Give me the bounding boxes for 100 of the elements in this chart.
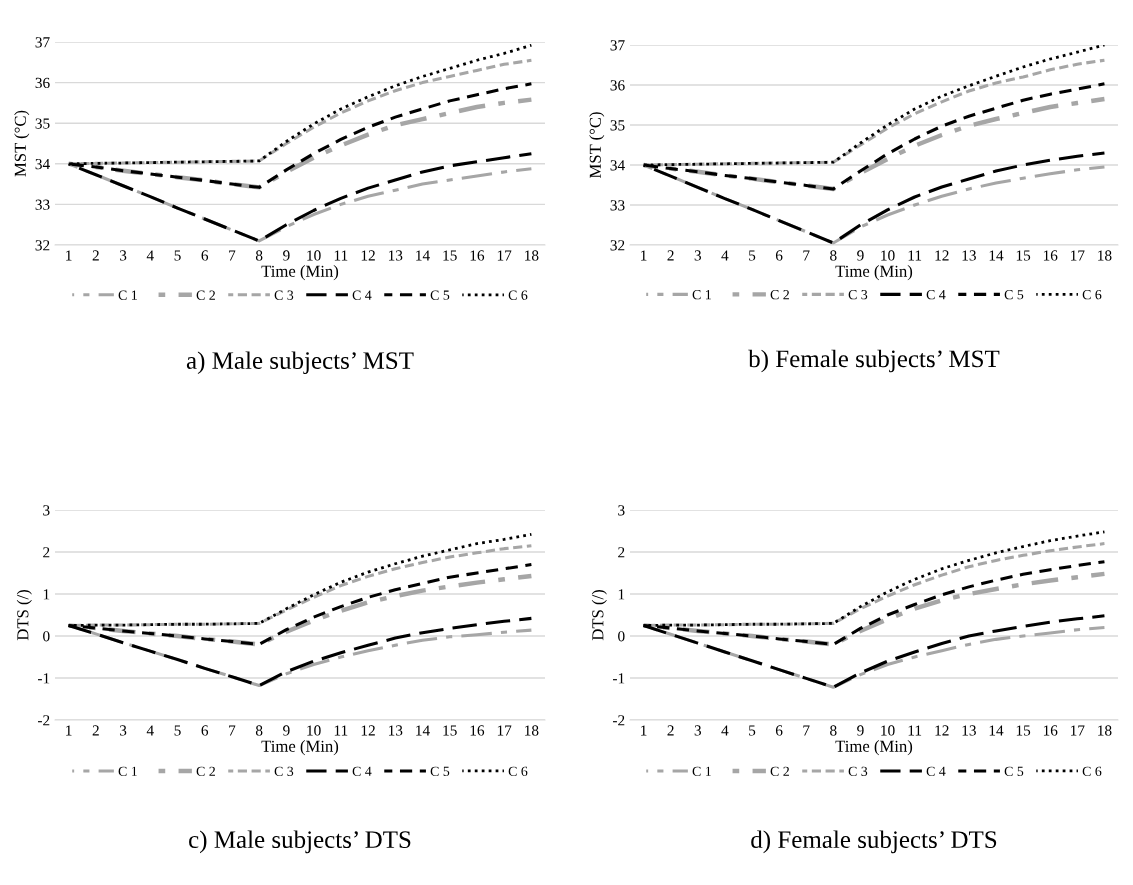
legend-label: C 1: [118, 766, 137, 776]
x-tick-label: 8: [255, 725, 263, 736]
y-tick-label: 3: [618, 505, 625, 516]
y-tick-label: 35: [35, 118, 50, 129]
x-axis-title: Time (Min): [835, 265, 913, 281]
x-tick-label: 15: [443, 250, 457, 261]
x-axis-title: Time (Min): [261, 265, 339, 281]
legend-label: C 2: [196, 290, 215, 300]
x-tick-label: 13: [962, 725, 976, 736]
y-tick-label: 1: [618, 589, 625, 600]
x-tick-label: 5: [174, 250, 181, 261]
x-tick-label: 10: [307, 725, 321, 736]
x-tick-label: 6: [775, 725, 783, 736]
x-tick-label: 4: [721, 250, 729, 261]
x-tick-label: 14: [416, 250, 430, 261]
y-tick-label: 35: [610, 120, 625, 131]
x-tick-label: 2: [92, 250, 99, 261]
y-tick-label: 36: [610, 80, 625, 91]
text: c) Male subjects’ DTS: [189, 830, 411, 854]
y-tick-label: 1: [43, 589, 50, 600]
legend-label: C 3: [848, 290, 868, 300]
x-tick-label: 7: [229, 250, 236, 261]
y-tick-label: -2: [612, 715, 625, 726]
y-tick-label: 32: [35, 240, 50, 251]
x-tick-label: 16: [470, 725, 485, 736]
y-tick-label: -1: [612, 673, 625, 684]
y-axis-title: MST (°C): [14, 110, 30, 177]
x-tick-label: 15: [1016, 250, 1031, 261]
x-tick-label: 1: [66, 250, 72, 261]
y-tick-label: -1: [37, 673, 50, 684]
text: b) Female subjects’ MST: [748, 349, 1000, 373]
x-tick-label: 7: [803, 725, 810, 736]
x-tick-label: 18: [525, 725, 539, 736]
y-axis-title: MST (°C): [589, 112, 605, 179]
x-tick-label: 6: [201, 725, 209, 736]
x-tick-label: 11: [908, 725, 922, 736]
x-tick-label: 18: [1098, 725, 1112, 736]
legend-label: C 6: [1082, 290, 1102, 300]
x-tick-label: 6: [201, 250, 209, 261]
legend-label: C 1: [692, 766, 711, 776]
x-tick-label: 15: [1016, 725, 1031, 736]
x-tick-label: 7: [803, 250, 810, 261]
legend-label: C 5: [430, 766, 450, 776]
y-tick-label: 33: [610, 200, 625, 211]
x-tick-label: 6: [775, 250, 783, 261]
x-tick-label: 2: [667, 725, 674, 736]
x-tick-label: 12: [361, 725, 375, 736]
x-tick-label: 3: [119, 725, 127, 736]
x-tick-label: 1: [641, 725, 647, 736]
x-tick-label: 3: [694, 250, 701, 261]
x-tick-label: 7: [229, 725, 236, 736]
x-tick-label: 4: [146, 725, 154, 736]
legend-label: C 3: [848, 766, 868, 776]
y-tick-label: -2: [37, 715, 50, 726]
legend-label: C 5: [1004, 290, 1024, 300]
x-tick-label: 13: [388, 250, 403, 261]
x-tick-label: 1: [641, 250, 647, 261]
x-tick-label: 3: [694, 725, 701, 736]
legend-label: C 5: [430, 290, 450, 300]
x-tick-label: 8: [830, 250, 837, 261]
x-tick-label: 2: [92, 725, 99, 736]
x-tick-label: 13: [388, 725, 403, 736]
x-tick-label: 12: [935, 250, 949, 261]
x-tick-label: 14: [989, 250, 1004, 261]
legend-label: C 1: [118, 290, 137, 300]
x-tick-label: 14: [989, 725, 1004, 736]
legend-label: C 4: [352, 766, 372, 776]
legend-label: C 1: [692, 290, 711, 300]
y-tick-label: 3: [43, 505, 50, 516]
y-tick-label: 0: [43, 631, 50, 642]
text: d) Female subjects’ DTS: [751, 830, 997, 854]
legend-label: C 6: [508, 766, 528, 776]
legend-label: C 6: [1082, 766, 1102, 776]
legend-label: C 3: [274, 766, 294, 776]
y-tick-label: 2: [618, 547, 625, 558]
x-tick-label: 16: [470, 250, 485, 261]
x-tick-label: 17: [497, 725, 512, 736]
x-tick-label: 5: [749, 725, 756, 736]
x-tick-label: 16: [1043, 250, 1058, 261]
x-tick-label: 4: [721, 725, 729, 736]
x-tick-label: 10: [881, 725, 895, 736]
x-tick-label: 9: [857, 725, 864, 736]
legend-label: C 2: [770, 766, 789, 776]
legend-label: C 2: [770, 290, 789, 300]
x-tick-label: 13: [962, 250, 976, 261]
x-tick-label: 9: [857, 250, 864, 261]
y-tick-label: 2: [43, 547, 50, 558]
x-tick-label: 11: [334, 725, 348, 736]
x-tick-label: 15: [443, 725, 457, 736]
text: a) Male subjects’ MST: [186, 351, 414, 375]
y-tick-label: 37: [35, 37, 50, 48]
y-axis-title: DTS (/): [591, 590, 607, 641]
y-tick-label: 34: [35, 158, 50, 170]
x-axis-title: Time (Min): [261, 740, 339, 756]
y-tick-label: 33: [35, 199, 50, 210]
legend-label: C 2: [196, 766, 215, 776]
y-tick-label: 34: [610, 160, 625, 171]
x-tick-label: 3: [119, 250, 127, 261]
y-tick-label: 36: [35, 77, 50, 89]
x-tick-label: 18: [525, 250, 539, 261]
